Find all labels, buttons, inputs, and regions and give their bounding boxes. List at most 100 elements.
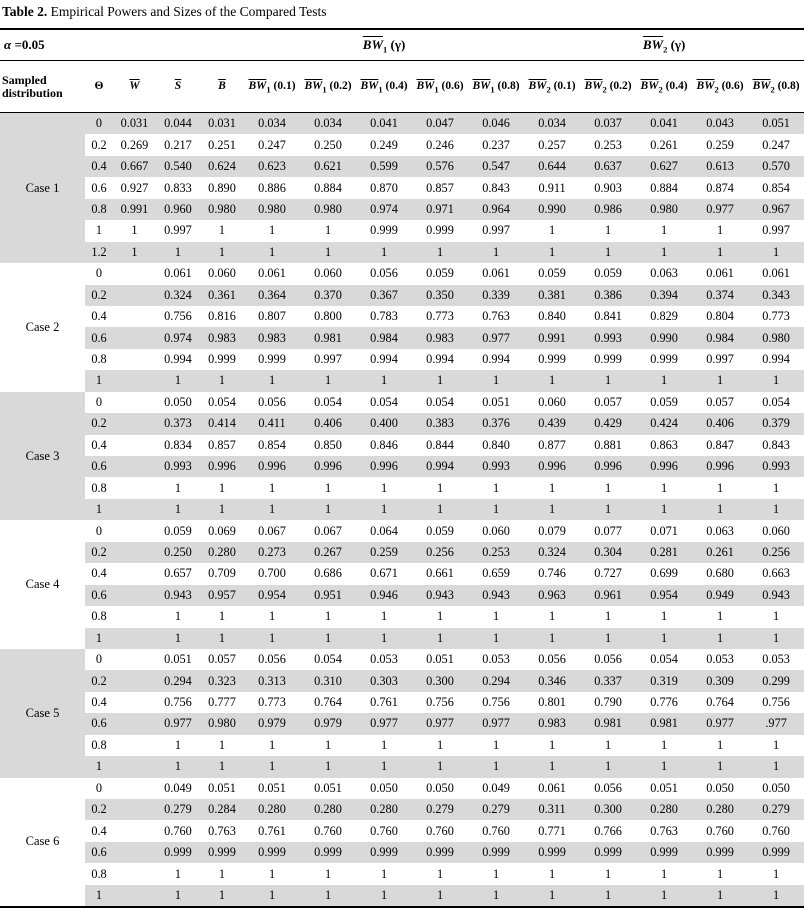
table-head: α =0.05 BW1 (γ) BW2 (γ) Sampled distribut… <box>0 29 804 113</box>
theta-cell: 0.6 <box>85 713 113 735</box>
value-cell: 0.057 <box>208 652 236 667</box>
value-cell: 0.967 <box>748 198 804 221</box>
value-cell: 1 <box>300 498 357 521</box>
value-cell: 1 <box>174 609 182 624</box>
value-cell: 0.261 <box>692 541 749 564</box>
column-header-13: BW2 (0.6) <box>692 60 749 113</box>
value-cell: 0.999 <box>594 352 622 367</box>
value-cell <box>113 392 156 413</box>
case-label: Case 1 <box>0 112 85 264</box>
value-cell: 0.400 <box>356 413 413 435</box>
value-cell <box>113 284 156 306</box>
theta-cell: 1 <box>85 884 113 908</box>
value-cell: 1 <box>492 480 500 495</box>
value-cell: 0.051 <box>208 780 236 795</box>
value-cell: 1 <box>605 480 612 495</box>
table-row: 0.8 1 1 1 1 1 1 1 1 1 1 1 1 <box>0 863 804 884</box>
value-cell: 0.071 <box>650 523 678 538</box>
value-cell: 0.727 <box>594 566 622 581</box>
value-cell: 0.411 <box>244 413 301 435</box>
value-cell: 0.979 <box>244 713 301 735</box>
value-cell: 0.051 <box>482 394 510 409</box>
value-cell: 1 <box>748 241 804 264</box>
value-cell <box>113 541 156 564</box>
value-cell: 0.761 <box>258 823 286 838</box>
value-cell: 0.943 <box>468 584 525 607</box>
value-cell: 1 <box>218 223 226 238</box>
value-cell: 1 <box>436 609 444 624</box>
value-cell: 1 <box>580 498 637 521</box>
value-cell: 0.054 <box>426 394 454 409</box>
value-cell: 1 <box>324 480 332 495</box>
value-cell: 1 <box>717 609 724 624</box>
value-cell: 0.997 <box>706 352 734 367</box>
value-cell: 0.056 <box>258 394 286 409</box>
value-cell: 0.324 <box>524 541 581 564</box>
value-cell: 0.957 <box>200 584 245 607</box>
value-cell: 1 <box>692 627 749 649</box>
value-cell: 1 <box>244 627 301 649</box>
value-cell: 0.253 <box>594 137 622 152</box>
table-caption-number: Table 2. <box>2 4 48 19</box>
value-cell: 0.980 <box>748 327 804 349</box>
value-cell: 0.997 <box>762 223 790 238</box>
table-row: 0.2 0.324 0.361 0.364 0.370 0.367 0.350 0.339 0.… <box>0 284 804 306</box>
value-cell: 0.863 <box>650 437 678 452</box>
table-row: 0.6 0.993 0.996 0.996 0.996 0.996 0.994 0.993 0.… <box>0 456 804 478</box>
value-cell: 0.999 <box>692 841 749 864</box>
theta-cell: 0.2 <box>85 413 113 435</box>
value-cell: 0.954 <box>636 584 693 607</box>
value-cell: 0.280 <box>244 799 301 821</box>
value-cell: 1 <box>605 866 612 881</box>
value-cell: 1 <box>412 884 469 908</box>
value-cell: 0.773 <box>762 309 790 324</box>
column-header-4: B <box>200 60 245 113</box>
value-cell: 0.999 <box>370 223 398 238</box>
alpha-row: α =0.05 BW1 (γ) BW2 (γ) <box>0 29 804 61</box>
theta-cell: 0 <box>95 394 103 409</box>
value-cell: 0.304 <box>580 541 637 564</box>
value-cell: 0.764 <box>706 695 734 710</box>
value-cell: 0.999 <box>412 841 469 864</box>
value-cell: 0.250 <box>156 541 200 564</box>
table-row: Case 3 0 0.050 0.054 0.056 0.054 0.054 0.054 0.0… <box>0 391 804 521</box>
value-cell: 1 <box>380 737 388 752</box>
table-row: 0.8 0.991 0.960 0.980 0.980 0.980 0.974 0.971 0.… <box>0 198 804 221</box>
theta-cell: 1 <box>85 370 113 392</box>
value-cell: 1 <box>636 498 693 521</box>
value-cell: 0.996 <box>692 456 749 478</box>
value-cell <box>113 435 156 456</box>
value-cell: 0.746 <box>538 566 566 581</box>
value-cell: 0.637 <box>580 155 637 178</box>
table-row: 0.6 0.927 0.833 0.890 0.886 0.884 0.870 0.857 0.… <box>0 177 804 198</box>
value-cell: 0.943 <box>156 584 200 607</box>
value-cell: 0.991 <box>524 327 581 349</box>
value-cell: 0.850 <box>314 437 342 452</box>
value-cell: 1 <box>412 756 469 778</box>
value-cell: 0.237 <box>482 137 510 152</box>
value-cell: 0.034 <box>524 112 581 135</box>
value-cell: 1 <box>174 866 182 881</box>
table-row: 0.4 0.756 0.777 0.773 0.764 0.761 0.756 0.756 0.… <box>0 692 804 713</box>
value-cell: 0.281 <box>636 541 693 564</box>
value-cell: 0.961 <box>580 584 637 607</box>
value-cell: 0.259 <box>356 541 413 564</box>
value-cell <box>113 456 156 478</box>
value-cell: 0.041 <box>356 112 413 135</box>
value-cell: 0.999 <box>200 841 245 864</box>
value-cell: 0.383 <box>412 413 469 435</box>
value-cell <box>113 799 156 821</box>
value-cell: 0.309 <box>692 670 749 692</box>
value-cell: 0.993 <box>156 456 200 478</box>
value-cell: 0.256 <box>748 541 804 564</box>
value-cell: 0.273 <box>244 541 301 564</box>
table-row: 0.8 1 1 1 1 1 1 1 1 1 1 1 1 <box>0 477 804 498</box>
value-cell <box>113 263 156 284</box>
value-cell: 0.054 <box>650 652 678 667</box>
value-cell: 1 <box>324 737 332 752</box>
theta-cell: 1 <box>95 223 103 238</box>
value-cell: 1 <box>524 241 581 264</box>
value-cell: 0.829 <box>650 309 678 324</box>
value-cell: 0.996 <box>356 456 413 478</box>
